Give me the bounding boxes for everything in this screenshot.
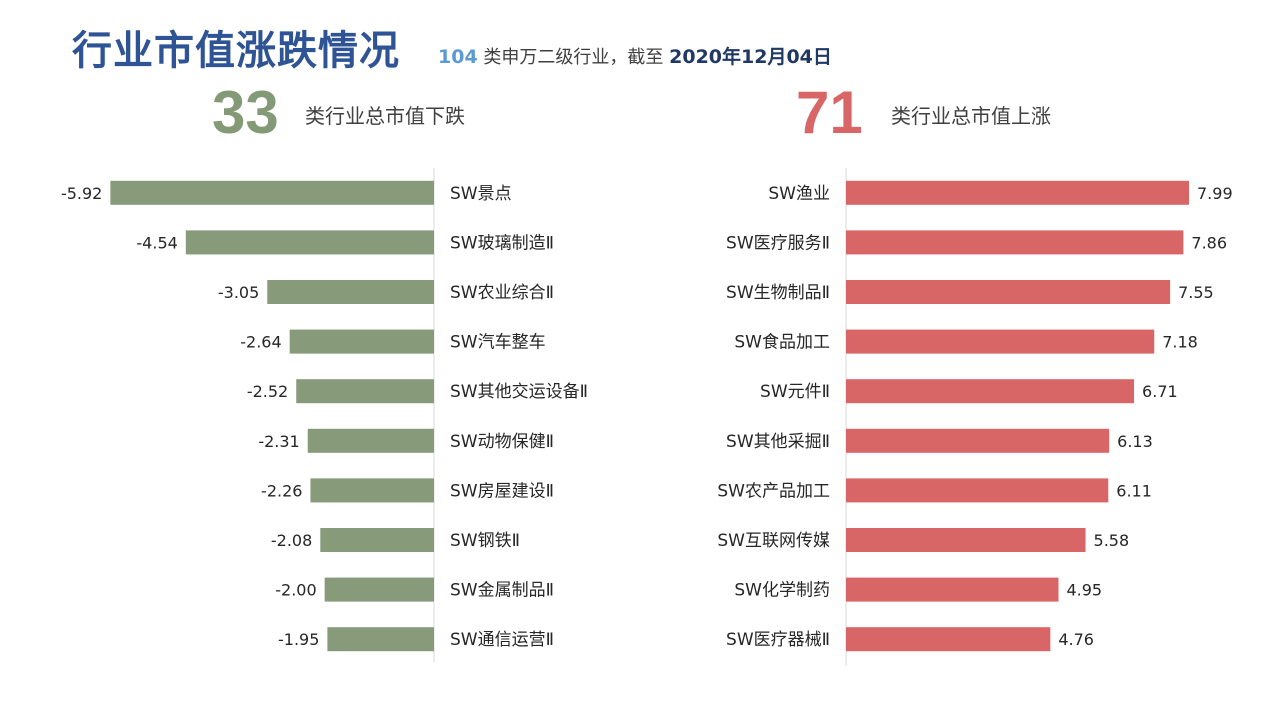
category-label-right-7: SW互联网传媒 bbox=[717, 531, 830, 551]
category-label-left-2: SW农业综合Ⅱ bbox=[450, 283, 554, 303]
value-label-right-2: 7.55 bbox=[1178, 283, 1214, 302]
bar-right-3 bbox=[846, 329, 1155, 354]
value-label-right-6: 6.11 bbox=[1116, 481, 1152, 500]
category-label-right-2: SW生物制品Ⅱ bbox=[726, 283, 830, 303]
value-label-right-0: 7.99 bbox=[1197, 184, 1233, 203]
value-label-left-7: -2.08 bbox=[271, 531, 312, 550]
value-label-right-5: 6.13 bbox=[1117, 432, 1153, 451]
value-label-right-3: 7.18 bbox=[1162, 333, 1198, 352]
value-label-left-2: -3.05 bbox=[218, 283, 259, 302]
category-label-right-3: SW食品加工 bbox=[734, 333, 830, 353]
category-label-left-0: SW景点 bbox=[450, 184, 512, 204]
bar-left-9 bbox=[327, 627, 434, 652]
category-label-left-6: SW房屋建设Ⅱ bbox=[450, 481, 554, 501]
value-label-right-7: 5.58 bbox=[1094, 531, 1130, 550]
bar-right-2 bbox=[846, 280, 1171, 304]
value-label-left-5: -2.31 bbox=[258, 432, 299, 451]
up-count-label: 类行业总市值上涨 bbox=[891, 104, 1051, 128]
value-label-right-1: 7.86 bbox=[1191, 233, 1227, 252]
category-label-left-5: SW动物保健Ⅱ bbox=[450, 432, 554, 452]
bar-left-3 bbox=[289, 329, 434, 354]
industry-count: 104 bbox=[438, 46, 478, 68]
value-label-left-6: -2.26 bbox=[261, 481, 302, 500]
category-label-left-9: SW通信运营Ⅱ bbox=[450, 630, 554, 650]
as-of-date: 2020年12月04日 bbox=[669, 46, 832, 68]
bar-right-5 bbox=[846, 428, 1110, 453]
bar-right-6 bbox=[846, 478, 1109, 503]
bar-left-8 bbox=[324, 577, 434, 602]
bar-left-2 bbox=[267, 280, 434, 304]
value-label-left-1: -4.54 bbox=[136, 233, 177, 252]
bar-left-5 bbox=[307, 428, 434, 453]
value-label-left-9: -1.95 bbox=[278, 630, 319, 649]
bar-right-4 bbox=[846, 379, 1135, 404]
category-label-right-1: SW医疗服务Ⅱ bbox=[726, 233, 830, 253]
value-label-left-4: -2.52 bbox=[247, 382, 288, 401]
value-label-right-4: 6.71 bbox=[1142, 382, 1178, 401]
bar-right-0 bbox=[846, 180, 1189, 205]
category-label-right-5: SW其他采掘Ⅱ bbox=[726, 432, 830, 452]
category-label-right-8: SW化学制药 bbox=[734, 581, 830, 601]
page-subtitle: 104 类申万二级行业，截至 2020年12月04日 bbox=[438, 42, 832, 69]
page-title: 行业市值涨跌情况 bbox=[72, 28, 400, 74]
bar-left-7 bbox=[320, 528, 434, 552]
bar-right-7 bbox=[846, 528, 1086, 552]
subtitle-text: 类申万二级行业，截至 bbox=[477, 47, 670, 68]
bar-left-4 bbox=[296, 379, 434, 404]
value-label-left-0: -5.92 bbox=[61, 184, 102, 203]
down-count-label: 类行业总市值下跌 bbox=[305, 104, 465, 128]
value-label-right-9: 4.76 bbox=[1058, 630, 1094, 649]
value-label-left-8: -2.00 bbox=[275, 581, 316, 600]
bar-left-0 bbox=[110, 180, 434, 205]
category-label-right-9: SW医疗器械Ⅱ bbox=[726, 630, 830, 650]
category-label-left-4: SW其他交运设备Ⅱ bbox=[450, 382, 588, 402]
bar-left-6 bbox=[310, 478, 434, 503]
down-count: 33 bbox=[212, 79, 279, 146]
category-label-right-4: SW元件Ⅱ bbox=[760, 382, 830, 402]
category-label-right-6: SW农产品加工 bbox=[717, 481, 830, 501]
category-label-left-8: SW金属制品Ⅱ bbox=[450, 581, 554, 601]
bar-right-8 bbox=[846, 577, 1059, 602]
value-label-left-3: -2.64 bbox=[240, 333, 281, 352]
category-label-left-7: SW钢铁Ⅱ bbox=[450, 531, 520, 551]
bar-right-1 bbox=[846, 230, 1184, 255]
up-count: 71 bbox=[796, 79, 863, 146]
category-label-left-1: SW玻璃制造Ⅱ bbox=[450, 233, 554, 253]
category-label-right-0: SW渔业 bbox=[768, 184, 830, 204]
bar-right-9 bbox=[846, 627, 1051, 652]
category-label-left-3: SW汽车整车 bbox=[450, 333, 546, 353]
value-label-right-8: 4.95 bbox=[1066, 581, 1102, 600]
bar-left-1 bbox=[185, 230, 434, 255]
